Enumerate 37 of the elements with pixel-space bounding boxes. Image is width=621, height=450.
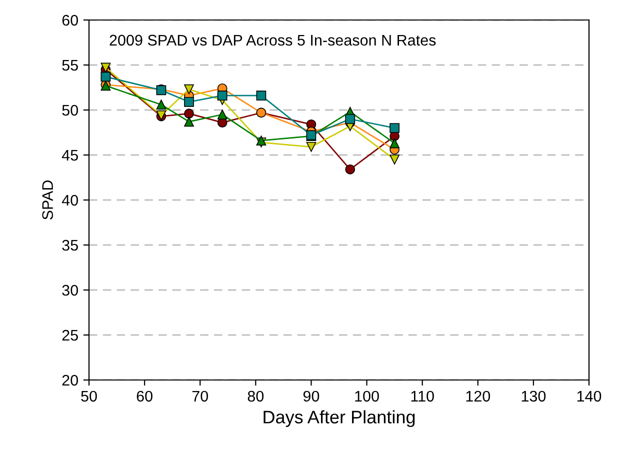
- y-tick-label: 35: [62, 240, 78, 251]
- point: [256, 90, 266, 101]
- point: [156, 100, 166, 110]
- y-tick-label: 20: [62, 374, 78, 386]
- y-tick-label: 25: [62, 330, 78, 341]
- point: [345, 114, 356, 124]
- point: [306, 142, 316, 152]
- x-tick-label: 140: [577, 390, 602, 402]
- point: [390, 123, 400, 133]
- point: [184, 96, 194, 107]
- x-axis-title: Days After Planting: [264, 410, 415, 428]
- point: [184, 108, 194, 119]
- point: [217, 90, 228, 101]
- y-axis-title: SPAD: [42, 180, 54, 220]
- x-tick-label: 100: [355, 390, 379, 402]
- y-tick-label: 55: [62, 60, 78, 71]
- x-tick-label: 90: [303, 390, 320, 402]
- x-tick-label: 110: [411, 390, 434, 402]
- point: [390, 138, 400, 148]
- point: [217, 110, 228, 120]
- point: [100, 72, 111, 82]
- x-tick-label: 130: [522, 390, 546, 402]
- x-tick-label: 70: [192, 390, 208, 402]
- y-tick-label: 50: [62, 104, 78, 116]
- x-tick-label: 60: [136, 390, 152, 402]
- x-tick-label: 120: [466, 390, 490, 402]
- y-tick-label: 60: [62, 14, 78, 26]
- x-tick-label: 50: [81, 390, 97, 402]
- y-tick-label: 30: [62, 284, 78, 296]
- y-tick-label: 45: [62, 150, 78, 161]
- x-tick-label: 80: [248, 390, 264, 402]
- text: 2009 SPAD vs DAP Across 5 In-season N Rates: [110, 34, 436, 46]
- point: [390, 154, 400, 164]
- point: [345, 164, 356, 174]
- point: [184, 84, 194, 94]
- y-tick-label: 40: [62, 194, 78, 206]
- point: [184, 116, 194, 127]
